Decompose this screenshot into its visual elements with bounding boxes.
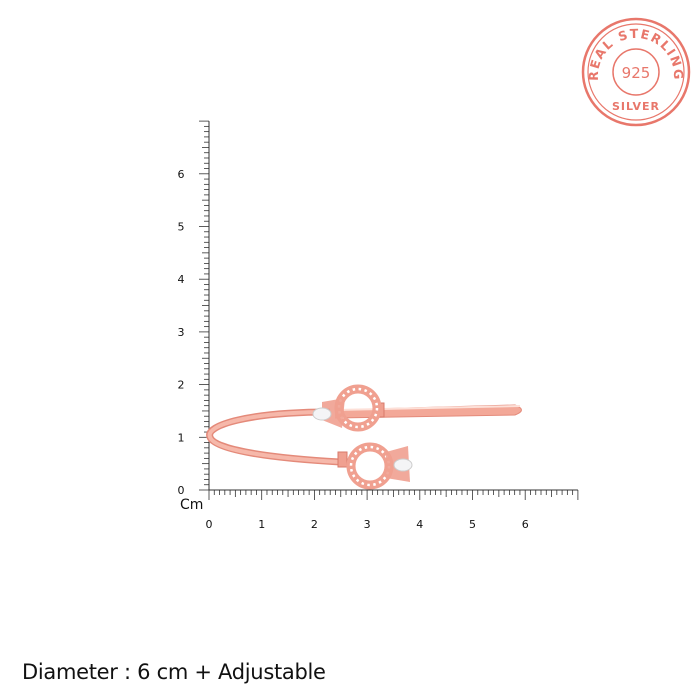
x-tick-label: 1 xyxy=(258,518,265,531)
y-tick-label: 3 xyxy=(178,326,185,339)
seal-text-bottom: SILVER xyxy=(612,100,660,113)
y-tick-label: 6 xyxy=(178,168,185,181)
x-tick-label: 0 xyxy=(206,518,213,531)
x-tick-label: 3 xyxy=(364,518,371,531)
diameter-caption: Diameter : 6 cm + Adjustable xyxy=(22,660,326,684)
y-tick-label: 1 xyxy=(178,431,185,444)
charm-lower xyxy=(346,442,413,490)
y-tick-label: 0 xyxy=(178,484,185,497)
y-tick-label: 5 xyxy=(178,221,185,234)
seal-text-925: 925 xyxy=(622,64,651,82)
sterling-silver-seal: REAL STERLING 925 SILVER xyxy=(581,17,691,127)
x-tick-label: 6 xyxy=(522,518,529,531)
x-tick-label: 4 xyxy=(416,518,423,531)
unit-label: Cm xyxy=(180,497,204,513)
measurement-ruler: 0 1 2 3 4 5 6 0 1 2 3 4 5 6 xyxy=(178,120,579,531)
x-tick-label: 2 xyxy=(311,518,318,531)
bangle-bracelet xyxy=(206,384,522,490)
charm-upper xyxy=(312,384,382,432)
y-tick-label: 4 xyxy=(178,273,185,286)
x-tick-label: 5 xyxy=(469,518,476,531)
y-tick-label: 2 xyxy=(178,379,185,392)
